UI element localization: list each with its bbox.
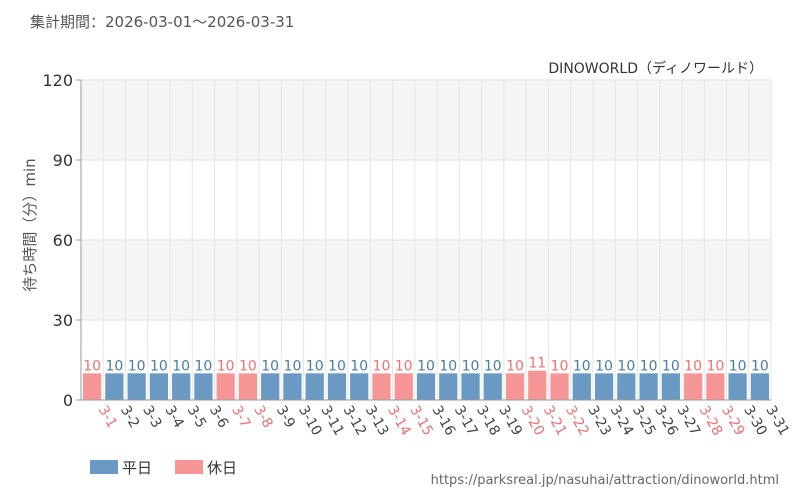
bar-3-23 (572, 373, 591, 400)
bar-3-15 (394, 373, 413, 400)
bar-3-6 (194, 373, 213, 400)
bar-3-1 (83, 373, 102, 400)
y-tick-label-90: 90 (53, 151, 73, 170)
value-label-3-27: 10 (662, 358, 680, 374)
y-tick-label-120: 120 (42, 71, 73, 90)
x-tick-label-3-7: 3-7 (228, 403, 253, 431)
y-tick-label-60: 60 (53, 231, 73, 250)
x-tick-label-3-2: 3-2 (117, 403, 142, 431)
bar-3-14 (372, 373, 391, 400)
legend-label-weekday: 平日 (122, 459, 153, 477)
bar-3-28 (683, 373, 703, 400)
value-label-3-9: 10 (261, 358, 279, 374)
x-tick-label-3-1: 3-1 (95, 403, 120, 431)
bar-3-16 (416, 373, 436, 400)
bar-3-20 (505, 373, 525, 400)
x-tick-label-3-8: 3-8 (250, 403, 275, 431)
y-axis-label: 待ち時間（分）min (21, 158, 39, 291)
source-url[interactable]: https://parksreal.jp/nasuhai/attraction/… (430, 473, 779, 488)
x-tick-label-3-3: 3-3 (139, 403, 164, 431)
x-tick-label-3-5: 3-5 (184, 403, 209, 431)
bar-3-26 (639, 373, 658, 400)
value-label-3-3: 10 (128, 358, 146, 374)
value-label-3-22: 10 (551, 358, 569, 374)
value-label-3-23: 10 (573, 358, 591, 374)
axes (76, 79, 771, 401)
value-label-3-2: 10 (105, 358, 123, 374)
value-label-3-31: 10 (751, 358, 769, 374)
bar-3-31 (750, 373, 769, 400)
bar-3-21 (528, 370, 547, 400)
bar-3-11 (305, 373, 324, 400)
bar-3-29 (706, 373, 725, 400)
value-label-3-30: 10 (729, 358, 747, 374)
data-labels: 10 10 10 10 10 10 10 10 10 10 10 10 10 10 10 10 10 10 10 10… (83, 356, 769, 375)
y-tick-labels: 0 30 60 90 120 (42, 71, 73, 410)
bar-3-2 (105, 373, 124, 400)
value-label-3-7: 10 (217, 358, 235, 374)
value-label-3-11: 10 (306, 358, 324, 374)
bar-3-7 (216, 373, 235, 400)
value-label-3-13: 10 (350, 358, 368, 374)
legend-swatch-holiday (175, 460, 203, 474)
value-label-3-14: 10 (373, 358, 391, 374)
bar-3-8 (238, 373, 258, 400)
value-label-3-25: 10 (617, 358, 635, 374)
y-tick-label-0: 0 (63, 391, 73, 410)
value-label-3-19: 10 (484, 358, 502, 374)
chart-title: DINOWORLD（ディノワールド） (548, 60, 763, 77)
value-label-3-24: 10 (595, 358, 613, 374)
value-label-3-29: 10 (706, 358, 724, 374)
value-label-3-12: 10 (328, 358, 346, 374)
x-tick-label-3-31: 3-31 (762, 403, 792, 439)
value-label-3-4: 10 (150, 358, 168, 374)
bar-3-17 (439, 373, 458, 400)
bar-3-3 (127, 373, 146, 400)
legend-swatch-weekday (90, 460, 118, 474)
bar-series (83, 370, 769, 400)
bar-3-19 (483, 373, 502, 400)
bar-3-30 (728, 373, 747, 400)
bar-3-9 (261, 373, 280, 400)
plot-band (81, 160, 771, 240)
value-label-3-6: 10 (195, 358, 213, 374)
value-label-3-10: 10 (284, 358, 302, 374)
value-label-3-8: 10 (239, 358, 257, 374)
x-tick-label-3-4: 3-4 (161, 403, 186, 431)
value-label-3-21: 11 (528, 356, 546, 372)
x-tick-labels: 3-13-23-33-43-53-63-73-83-93-103-113-123… (95, 403, 792, 439)
legend-label-holiday: 休日 (207, 459, 238, 477)
bar-3-12 (327, 373, 347, 400)
bar-3-25 (617, 373, 636, 400)
x-tick-label-3-6: 3-6 (206, 403, 231, 431)
value-label-3-20: 10 (506, 358, 524, 374)
value-label-3-1: 10 (83, 358, 101, 374)
value-label-3-18: 10 (462, 358, 480, 374)
value-label-3-28: 10 (684, 358, 702, 374)
value-label-3-15: 10 (395, 358, 413, 374)
bar-3-5 (172, 373, 191, 400)
bar-3-27 (661, 373, 680, 400)
plot-band (81, 240, 771, 320)
x-tick-label-3-9: 3-9 (273, 403, 298, 431)
value-label-3-16: 10 (417, 358, 435, 374)
value-label-3-5: 10 (172, 358, 190, 374)
bar-3-10 (283, 373, 302, 400)
bar-3-22 (550, 373, 569, 400)
y-tick-label-30: 30 (53, 311, 73, 330)
bar-3-24 (594, 373, 614, 400)
plot-band (81, 80, 771, 160)
value-label-3-17: 10 (439, 358, 457, 374)
bar-3-18 (461, 373, 480, 400)
bar-3-13 (350, 373, 369, 400)
period-label: 集計期間：2026-03-01～2026-03-31 (30, 13, 295, 31)
bar-3-4 (149, 373, 169, 400)
value-label-3-26: 10 (640, 358, 658, 374)
